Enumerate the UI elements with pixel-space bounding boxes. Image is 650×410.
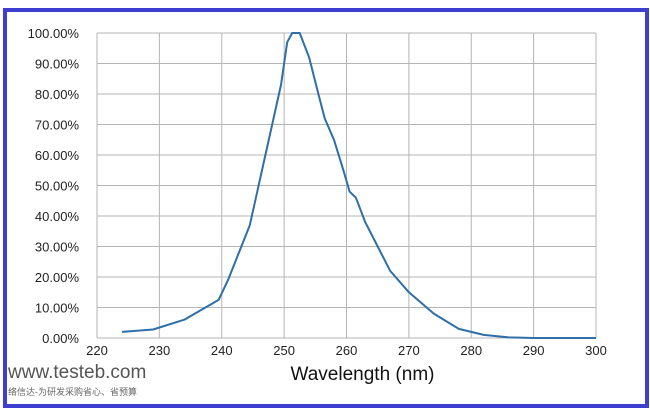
y-tick-label: 20.00%: [35, 270, 80, 285]
y-tick-label: 50.00%: [35, 179, 80, 194]
x-tick-label: 260: [336, 343, 358, 358]
y-tick-label: 30.00%: [35, 240, 80, 255]
watermark-url: www.testeb.com: [8, 362, 147, 383]
watermark-slogan: 络信达-为研发采购省心、省预算: [8, 387, 137, 397]
y-tick-label: 40.00%: [35, 209, 80, 224]
y-tick-label: 90.00%: [35, 57, 80, 72]
y-tick-label: 60.00%: [35, 148, 80, 163]
y-tick-label: 80.00%: [35, 87, 80, 102]
x-tick-label: 300: [585, 343, 607, 358]
y-tick-label: 10.00%: [35, 301, 80, 316]
series-line: [121, 32, 596, 339]
y-tick-label: 0.00%: [42, 331, 79, 346]
x-tick-label: 290: [523, 343, 545, 358]
y-tick-label: 100.00%: [28, 26, 80, 41]
x-axis-label: Wavelength (nm): [291, 364, 435, 385]
y-tick-label: 70.00%: [35, 118, 80, 133]
x-tick-label: 270: [398, 343, 420, 358]
x-tick-label: 220: [86, 343, 108, 358]
x-tick-label: 240: [211, 343, 233, 358]
x-tick-label: 280: [460, 343, 482, 358]
x-tick-label: 230: [149, 343, 171, 358]
x-tick-label: 250: [273, 343, 295, 358]
chart-frame: [3, 8, 649, 408]
